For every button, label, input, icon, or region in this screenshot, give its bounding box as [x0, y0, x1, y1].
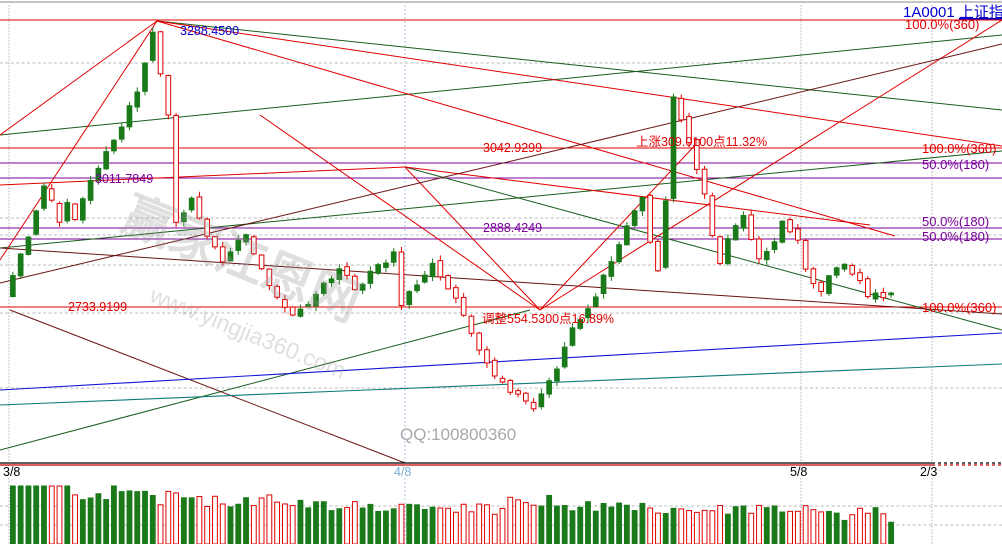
svg-text:3/8: 3/8 [3, 465, 20, 479]
svg-text:5/8: 5/8 [790, 465, 807, 479]
svg-text:3011.7849: 3011.7849 [95, 172, 153, 186]
svg-text:4/8: 4/8 [394, 465, 411, 479]
svg-text:2733.9199: 2733.9199 [68, 300, 127, 314]
svg-text:100.0%(360): 100.0%(360) [922, 141, 996, 156]
svg-text:3042.9299: 3042.9299 [483, 141, 542, 155]
svg-text:50.0%(180): 50.0%(180) [922, 157, 989, 172]
svg-text:3288.4500: 3288.4500 [180, 24, 239, 38]
svg-text:2888.4249: 2888.4249 [483, 221, 542, 235]
svg-text:100.0%(360): 100.0%(360) [905, 17, 979, 32]
svg-text:50.0%(180): 50.0%(180) [922, 214, 989, 229]
svg-text:50.0%(180): 50.0%(180) [922, 229, 989, 244]
svg-text:2/3: 2/3 [920, 465, 937, 479]
svg-text:上涨309.0100点11.32%: 上涨309.0100点11.32% [636, 134, 767, 149]
svg-text:调整554.5300点16.89%: 调整554.5300点16.89% [482, 311, 614, 326]
svg-text:100.0%(360): 100.0%(360) [922, 300, 996, 315]
svg-text:QQ:100800360: QQ:100800360 [400, 425, 516, 444]
